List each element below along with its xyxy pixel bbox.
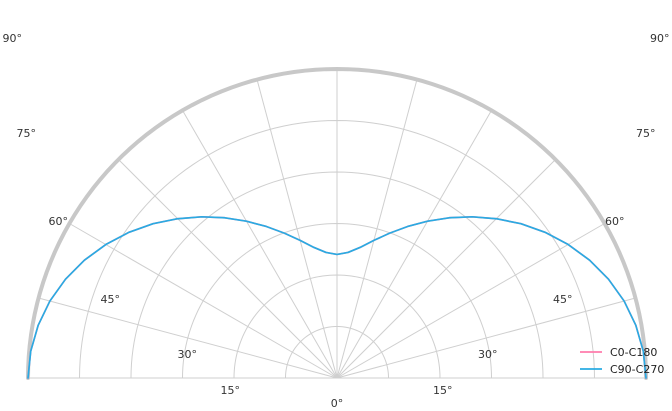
tick-label-right-30: 30°	[478, 348, 498, 361]
grid-spoke	[118, 159, 338, 379]
tick-label-right-15: 15°	[433, 384, 453, 397]
tick-label-left-60: 60°	[49, 215, 69, 228]
grid-spoke	[182, 110, 338, 379]
tick-label-right-75: 75°	[636, 127, 656, 140]
data-series-group	[27, 215, 647, 379]
grid-spoke	[336, 110, 492, 379]
axis-tick-labels: 90° 75° 60° 45° 30° 15° 0° 15° 30° 45° 6…	[3, 32, 670, 410]
angular-grid-spokes	[28, 69, 646, 379]
outer-arc	[26, 66, 648, 380]
tick-label-center-0: 0°	[331, 397, 344, 410]
chart-legend: C0-C180 C90-C270	[580, 346, 664, 376]
tick-label-right-45: 45°	[553, 293, 573, 306]
grid-spoke	[256, 79, 338, 379]
grid-spoke	[336, 79, 418, 379]
tick-label-left-15: 15°	[221, 384, 241, 397]
grid-spoke	[336, 223, 605, 379]
tick-label-left-75: 75°	[17, 127, 37, 140]
outer-boundary-arc	[26, 66, 648, 380]
grid-spoke	[336, 297, 636, 379]
legend-label-c0-c180[interactable]: C0-C180	[610, 346, 657, 359]
legend-label-c90-c270[interactable]: C90-C270	[610, 363, 664, 376]
tick-label-right-90: 90°	[650, 32, 670, 45]
tick-label-left-90: 90°	[3, 32, 23, 45]
tick-label-left-30: 30°	[178, 348, 198, 361]
tick-label-left-45: 45°	[101, 293, 121, 306]
grid-spoke	[38, 297, 338, 379]
grid-spoke	[69, 223, 338, 379]
tick-label-right-60: 60°	[605, 215, 625, 228]
grid-spoke	[336, 159, 556, 379]
data-series-c90-c270	[27, 215, 647, 379]
